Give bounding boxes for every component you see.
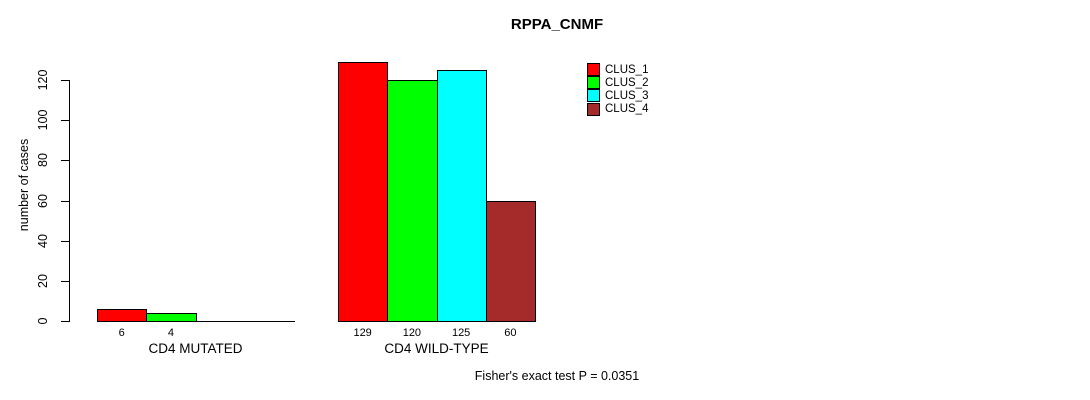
y-axis-tick-label: 120 [36, 69, 50, 91]
bar-value-label: 125 [451, 327, 471, 339]
bar-clus-2-cd4-wild-type [387, 80, 438, 322]
bar-value-label: 120 [402, 327, 422, 339]
legend-item: CLUS_1 [587, 63, 649, 77]
bar-clus-3-cd4-wild-type [436, 70, 487, 322]
y-axis-tick [61, 281, 69, 282]
legend-item: CLUS_2 [587, 76, 649, 90]
bar-clus-2-cd4-mutated [146, 313, 197, 322]
bar-clus-4-cd4-mutated [244, 321, 295, 322]
bar-clus-1-cd4-wild-type [338, 62, 389, 322]
legend-label: CLUS_1 [605, 63, 649, 76]
bar-clus-4-cd4-wild-type [485, 201, 536, 322]
legend-label: CLUS_2 [605, 76, 649, 89]
y-axis-tick-label: 100 [36, 109, 50, 131]
chart-title: RPPA_CNMF [510, 16, 604, 33]
legend-swatch [587, 102, 600, 116]
bar-value-label: 129 [353, 327, 372, 339]
y-axis-tick [61, 80, 69, 81]
x-axis-category-label: CD4 WILD-TYPE [384, 341, 489, 356]
y-axis-title: number of cases [17, 138, 31, 232]
y-axis-tick [61, 241, 69, 242]
bar-value-label: 60 [504, 327, 517, 339]
y-axis-tick [61, 120, 69, 121]
bar-value-label: 6 [118, 327, 125, 339]
bar-value-label: 4 [167, 327, 174, 339]
legend-label: CLUS_3 [605, 89, 649, 102]
legend-swatch [587, 89, 600, 103]
y-axis-tick-label: 60 [36, 194, 50, 208]
legend: CLUS_1 CLUS_2 CLUS_3 CLUS_4 [587, 63, 648, 116]
y-axis-line [69, 80, 70, 322]
legend-swatch [587, 63, 600, 77]
y-axis-tick-label: 20 [36, 274, 50, 288]
legend-item: CLUS_3 [587, 89, 649, 103]
bar-clus-1-cd4-mutated [97, 309, 148, 322]
annotation-text: Fisher's exact test P = 0.0351 [474, 369, 640, 383]
y-axis-tick [61, 321, 69, 322]
y-axis-tick-label: 80 [36, 153, 50, 167]
y-axis-tick-label: 0 [36, 317, 50, 325]
legend-swatch [587, 76, 600, 90]
bar-clus-3-cd4-mutated [195, 321, 246, 322]
legend-item: CLUS_4 [587, 102, 649, 116]
y-axis-tick-label: 40 [36, 234, 50, 248]
x-axis-category-label: CD4 MUTATED [148, 341, 243, 356]
legend-label: CLUS_4 [605, 103, 649, 116]
y-axis-tick [61, 201, 69, 202]
y-axis-tick [61, 160, 69, 161]
